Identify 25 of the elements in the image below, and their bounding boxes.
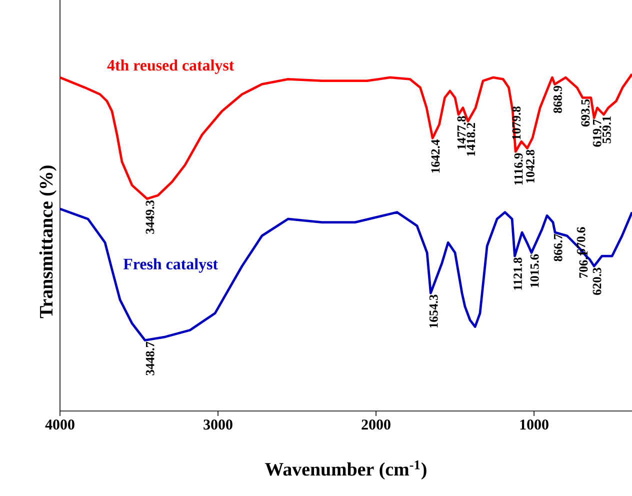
annotation: 1116.9 bbox=[514, 153, 523, 185]
annotation: 1654.3 bbox=[429, 294, 438, 328]
x-axis-title: Wavenumber (cm$^{-1}$) bbox=[265, 460, 426, 480]
series-label: 4th reused catalyst bbox=[107, 59, 234, 74]
x-tick-label: 2000 bbox=[362, 420, 390, 430]
x-tick-label: 4000 bbox=[45, 420, 74, 430]
annotation: 693.5 bbox=[581, 99, 590, 126]
annotation: 868.9 bbox=[554, 86, 562, 114]
annotation: 1418.2 bbox=[466, 123, 476, 156]
y-axis-title: Transmittance (%) bbox=[39, 166, 56, 318]
annotation: 1079.8 bbox=[512, 106, 521, 140]
annotation: 1042.8 bbox=[526, 150, 534, 183]
annotation: 3448.7 bbox=[146, 342, 154, 376]
x-tick-label: 3000 bbox=[204, 420, 232, 430]
series-label: Fresh catalyst bbox=[123, 258, 218, 273]
annotation: 620.3 bbox=[592, 268, 602, 295]
annotation: 1477.8 bbox=[457, 116, 466, 149]
annotation: 619.7 bbox=[592, 119, 602, 147]
annotation: 3449.3 bbox=[146, 200, 154, 234]
annotation: 1642.4 bbox=[431, 140, 440, 173]
x-tick-label: 1000 bbox=[520, 420, 548, 430]
annotation: 1121.8 bbox=[514, 258, 522, 290]
annotation: 866.7 bbox=[554, 234, 562, 262]
annotation: 559.1 bbox=[602, 116, 611, 144]
annotation: 1015.6 bbox=[530, 254, 539, 288]
